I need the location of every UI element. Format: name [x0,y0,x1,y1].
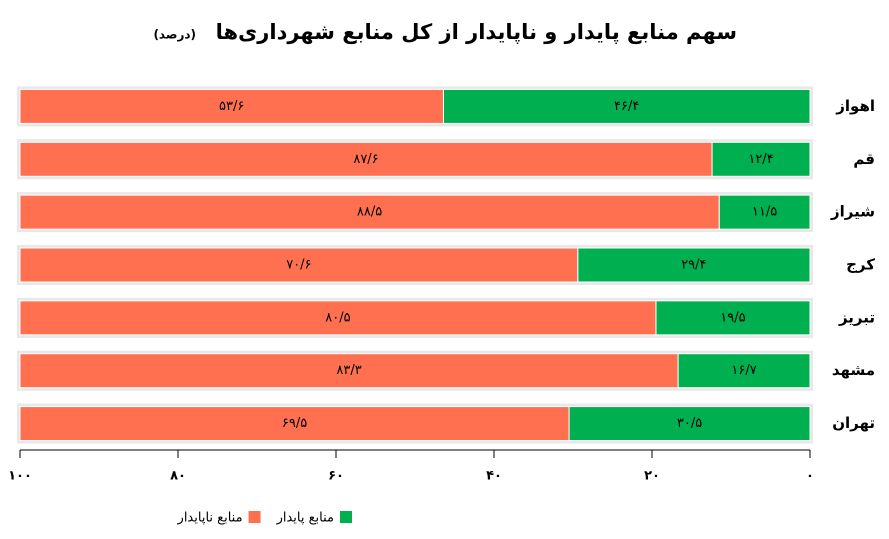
data-label: ۳۰/۵ [677,416,702,431]
data-label: ۷۰/۶ [286,258,311,273]
data-label: ۱۲/۴ [748,152,773,167]
bar-segment [19,353,679,389]
data-label: ۱۱/۵ [752,205,777,220]
data-label: ۸۸/۵ [357,205,382,220]
data-label: ۸۷/۶ [353,152,378,167]
bar-segment [442,88,811,124]
legend-label: منابع پایدار [276,511,334,526]
data-label: ۶۹/۵ [282,416,307,431]
bar-segment [19,88,444,124]
legend-swatch [248,511,261,523]
bar-segment [677,353,811,389]
y-tick-label: تهران [832,414,875,432]
bar-segment [19,300,657,336]
data-label: ۵۳/۶ [219,99,244,114]
data-label: ۸۳/۳ [336,363,361,378]
chart-title: سهم منابع پایدار و ناپایدار از کل منابع … [216,20,737,44]
bar-segment [577,247,811,283]
data-label: ۴۶/۴ [614,99,639,114]
data-label: ۲۹/۴ [681,258,706,273]
bar-segment [19,406,570,442]
y-tick-label: شیراز [830,203,875,221]
data-label: ۱۶/۷ [731,363,756,378]
bar-segment [655,300,811,336]
y-tick-label: مشهد [832,361,875,379]
y-tick-label: اهواز [835,97,875,115]
data-label: ۸۰/۵ [325,310,350,325]
y-tick-label: کرج [846,256,875,274]
x-tick-label: ۴۰ [486,469,502,484]
bar-segment [19,247,579,283]
x-tick-label: ۸۰ [170,469,186,484]
bar-segment [19,141,713,177]
bar-segment [19,194,720,230]
chart-subtitle: (درصد) [153,28,196,42]
y-tick-label: قم [853,150,875,168]
y-tick-label: تبریز [838,308,875,326]
legend-swatch [340,511,352,523]
legend-label: منابع ناپایدار [177,511,243,526]
x-tick-label: ۱۰۰ [8,469,32,484]
bar-segment [568,406,811,442]
x-tick-label: ۰ [806,469,814,484]
x-tick-label: ۲۰ [644,469,660,484]
data-label: ۱۹/۵ [720,310,745,325]
x-tick-label: ۶۰ [328,469,344,484]
